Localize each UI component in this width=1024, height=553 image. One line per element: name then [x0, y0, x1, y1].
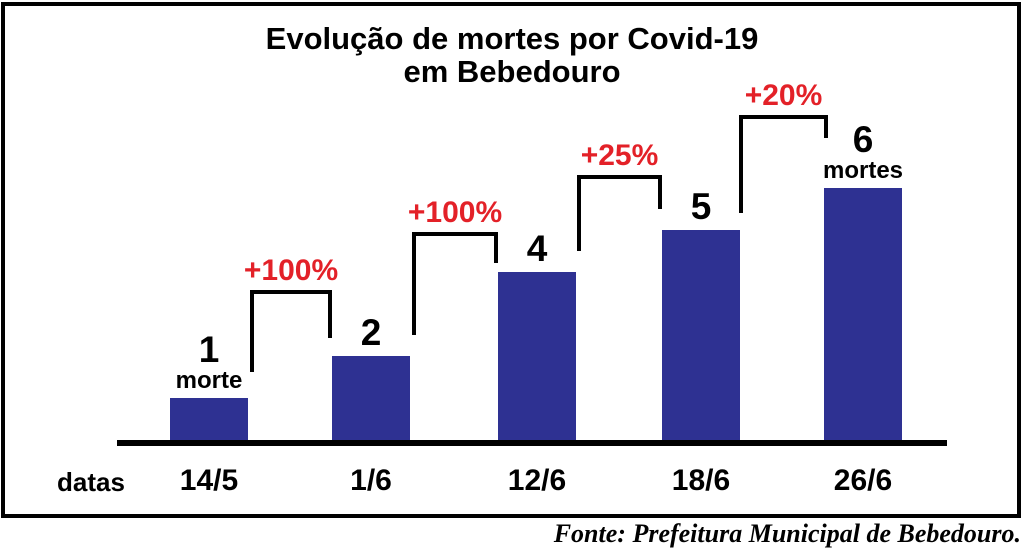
bar-group-2: 2 — [311, 314, 431, 440]
date-label-1: 14/5 — [179, 464, 239, 497]
date-label-4: 18/6 — [671, 464, 731, 497]
bar-12-6 — [498, 272, 576, 440]
bracket-right-leg — [494, 236, 498, 263]
delta-bracket-2: +100% — [408, 198, 502, 335]
bar-unit-label: mortes — [822, 156, 904, 184]
date-label-2: 1/6 — [350, 464, 392, 497]
chart-title-line1: Evolução de mortes por Covid-19 — [265, 21, 759, 56]
x-axis-line — [117, 440, 947, 446]
delta-bracket-1: +100% — [244, 256, 338, 372]
bracket-right-leg — [824, 119, 828, 138]
bar-value-label: 4 — [526, 228, 548, 269]
delta-bracket-3: +25% — [577, 141, 662, 251]
bar-value-label: 6 — [852, 118, 874, 160]
chart-title: Evolução de mortes por Covid-19 em Bebed… — [0, 21, 1024, 89]
bar-group-5: 6 mortes — [803, 121, 923, 440]
delta-label-4: +20% — [744, 79, 823, 112]
bracket-left-leg — [250, 294, 254, 372]
delta-label-3: +25% — [580, 139, 659, 172]
date-label-3: 12/6 — [507, 464, 567, 497]
bracket-left-leg — [739, 119, 743, 213]
bracket-right-leg — [658, 179, 662, 209]
bar-18-6 — [662, 230, 740, 440]
bracket-left-leg — [577, 179, 581, 251]
x-axis-title: datas — [57, 467, 125, 497]
bar-group-4: 5 — [641, 188, 761, 440]
bracket-right-leg — [328, 294, 332, 338]
bar-1-6 — [332, 356, 410, 440]
bar-value-label: 2 — [360, 312, 382, 353]
delta-bracket-4: +20% — [739, 81, 828, 213]
date-label-5: 26/6 — [833, 464, 893, 497]
bar-14-5 — [170, 398, 248, 440]
delta-label-1: +100% — [243, 254, 339, 287]
bar-value-label: 1 — [198, 328, 220, 370]
bar-group-1: 1 morte — [149, 331, 269, 440]
source-text: Fonte: Prefeitura Municipal de Bebedouro… — [553, 519, 1021, 548]
bar-unit-label: morte — [175, 366, 243, 394]
delta-label-2: +100% — [407, 196, 503, 229]
bar-26-6 — [824, 188, 902, 440]
bar-value-label: 5 — [690, 186, 712, 227]
bracket-left-leg — [412, 236, 416, 335]
bar-group-3: 4 — [477, 230, 597, 440]
chart-title-line2: em Bebedouro — [403, 53, 621, 89]
